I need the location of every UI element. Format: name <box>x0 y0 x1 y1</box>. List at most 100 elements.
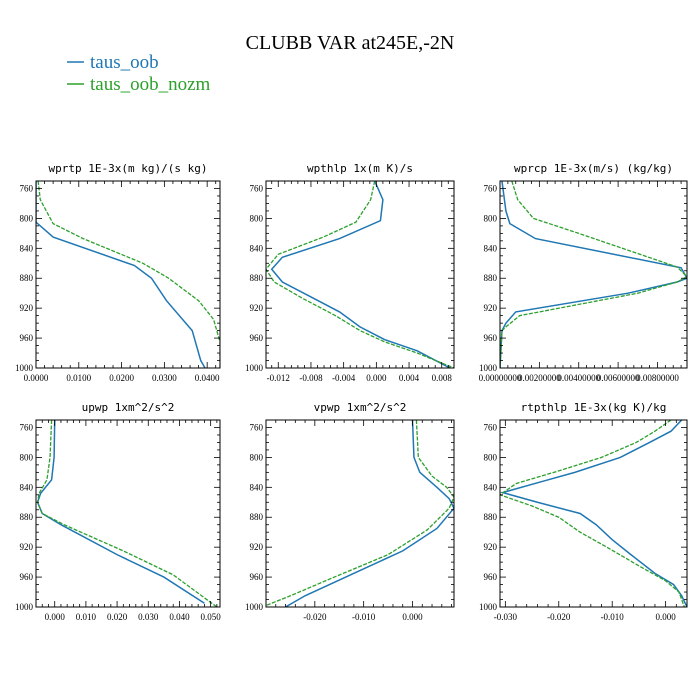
legend-label-taus-oob: taus_oob <box>90 52 159 73</box>
figure-title: CLUBB VAR at245E,-2N <box>246 32 455 54</box>
y-tick-label: 1000 <box>479 363 498 373</box>
x-tick-label: 0.0300 <box>152 373 177 383</box>
y-tick-label: 1000 <box>479 602 498 612</box>
x-tick-label: -0.030 <box>494 612 518 622</box>
x-tick-label: 0.040 <box>169 612 190 622</box>
panel-2: wpthlp 1x(m K)/s7608008408809209601000-0… <box>245 162 455 383</box>
panel-title: wprtp 1E-3x(m kg)/(s kg) <box>49 162 208 175</box>
y-tick-label: 920 <box>250 542 264 552</box>
plot-frame <box>265 419 455 608</box>
x-tick-label: 0.008 <box>432 373 453 383</box>
y-tick-label: 760 <box>484 422 498 432</box>
plot-frame <box>499 419 688 608</box>
x-tick-label: 0.004 <box>399 373 420 383</box>
y-tick-label: 920 <box>250 303 264 313</box>
x-tick-label: 0.00600000 <box>597 373 640 383</box>
x-tick-label: 0.030 <box>138 612 159 622</box>
y-tick-label: 880 <box>20 512 34 522</box>
series-group <box>500 181 687 368</box>
y-tick-label: 960 <box>484 333 498 343</box>
y-tick-label: 1000 <box>245 602 264 612</box>
x-tick-label: 0.010 <box>76 612 97 622</box>
y-tick-label: 800 <box>20 213 34 223</box>
panel-title: rtpthlp 1E-3x(kg K)/kg <box>521 401 667 414</box>
y-tick-label: 800 <box>250 452 264 462</box>
y-tick-label: 840 <box>20 243 34 253</box>
panel-4: upwp 1xm^2/s^2 760 800 840 880 920 960 1000 0.00… <box>15 401 221 622</box>
panel-title: upwp 1xm^2/s^2 <box>82 401 175 414</box>
y-tick-label: 840 <box>20 482 34 492</box>
series-group <box>266 181 454 368</box>
panel-5: vpwp 1xm^2/s^2 760 800 840 880 920 960 1000 -0.0… <box>245 401 455 622</box>
y-tick-label: 960 <box>250 572 264 582</box>
x-tick-label: 0.000 <box>45 612 66 622</box>
plot-frame <box>265 180 455 369</box>
series-line-taus-oob-nozm <box>500 420 685 607</box>
x-tick-label: 0.0000 <box>24 373 49 383</box>
y-tick-label: 760 <box>250 183 264 193</box>
panel-title: wprcp 1E-3x(m/s) (kg/kg) <box>514 162 673 175</box>
y-tick-label: 920 <box>484 303 498 313</box>
series-line-taus-oob-nozm <box>266 420 454 607</box>
y-tick-label: 840 <box>484 482 498 492</box>
x-tick-label: 0.0200 <box>109 373 134 383</box>
panel-6: rtpthlp 1E-3x(kg K)/kg 760 800 840 880 920 960… <box>479 401 688 622</box>
legend-label-taus-oob-nozm: taus_oob_nozm <box>90 74 211 95</box>
series-line-taus-oob <box>500 181 687 368</box>
y-tick-label: 880 <box>20 273 34 283</box>
series-line-taus-oob <box>285 420 454 607</box>
y-tick-label: 840 <box>250 482 264 492</box>
series-group <box>36 181 220 368</box>
y-tick-label: 960 <box>20 572 34 582</box>
y-tick-label: 880 <box>250 273 264 283</box>
x-tick-label: -0.008 <box>299 373 323 383</box>
legend: taus_oob taus_oob_nozm <box>67 52 211 95</box>
y-tick-label: 880 <box>484 273 498 283</box>
series-line-taus-oob-nozm <box>266 181 454 368</box>
series-line-taus-oob <box>500 420 687 607</box>
plot-frame <box>35 180 221 369</box>
series-line-taus-oob <box>36 181 206 368</box>
y-tick-label: 760 <box>20 422 34 432</box>
plot-frame <box>499 180 688 369</box>
y-tick-label: 1000 <box>15 602 34 612</box>
x-tick-label: -0.012 <box>267 373 290 383</box>
y-tick-label: 880 <box>250 512 264 522</box>
y-tick-label: 1000 <box>15 363 34 373</box>
x-tick-label: 0.050 <box>201 612 222 622</box>
y-tick-label: 960 <box>20 333 34 343</box>
x-tick-label: -0.020 <box>547 612 571 622</box>
y-tick-label: 840 <box>484 243 498 253</box>
y-tick-label: 800 <box>484 213 498 223</box>
x-tick-label: 0.000 <box>402 612 423 622</box>
y-tick-label: 1000 <box>245 363 264 373</box>
panel-title: wpthlp 1x(m K)/s <box>307 162 413 175</box>
y-tick-label: 800 <box>250 213 264 223</box>
y-tick-label: 760 <box>250 422 264 432</box>
y-tick-label: 960 <box>484 572 498 582</box>
x-tick-label: -0.020 <box>303 612 327 622</box>
series-group <box>36 420 218 607</box>
x-tick-label: 0.020 <box>107 612 128 622</box>
y-tick-label: 840 <box>250 243 264 253</box>
x-tick-label: -0.010 <box>352 612 376 622</box>
y-tick-label: 920 <box>484 542 498 552</box>
y-tick-label: 920 <box>20 542 34 552</box>
y-tick-label: 800 <box>484 452 498 462</box>
x-tick-label: 0.00000000 <box>479 373 522 383</box>
series-group <box>500 420 687 607</box>
panel-title: vpwp 1xm^2/s^2 <box>314 401 407 414</box>
y-tick-label: 760 <box>20 183 34 193</box>
y-tick-label: 960 <box>250 333 264 343</box>
x-tick-label: 0.00800000 <box>636 373 679 383</box>
y-tick-label: 800 <box>20 452 34 462</box>
plot-frame <box>35 419 221 608</box>
series-group <box>266 420 454 607</box>
y-tick-label: 880 <box>484 512 498 522</box>
x-tick-label: 0.000 <box>656 612 677 622</box>
x-tick-label: 0.00200000 <box>518 373 561 383</box>
x-tick-label: 0.0100 <box>66 373 91 383</box>
y-tick-label: 760 <box>484 183 498 193</box>
